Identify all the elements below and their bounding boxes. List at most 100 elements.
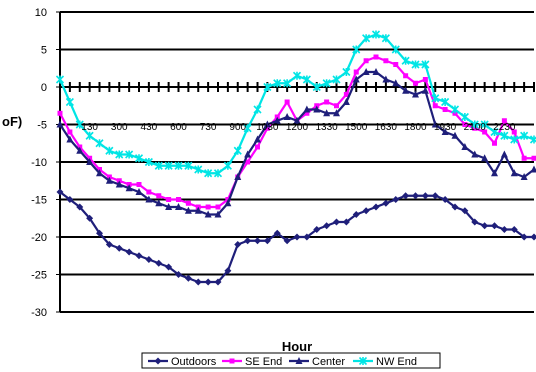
legend-item: SE End [222,356,282,368]
data-point [403,73,409,79]
data-point [105,241,113,248]
data-point [333,218,340,226]
data-point [471,218,479,226]
data-point [432,103,438,109]
x-tick-label: 300 [111,122,128,133]
data-point [184,206,192,214]
data-point [480,120,489,129]
data-point [303,105,311,113]
data-point [412,192,419,200]
data-point [529,135,536,144]
data-point [67,129,73,135]
data-point [105,146,114,155]
data-point [363,58,369,64]
y-tick-label: 5 [41,45,47,57]
data-point [382,199,390,207]
data-point [175,271,182,278]
series-lines [55,30,536,286]
data-point [421,192,429,200]
data-point [155,199,163,207]
data-point [481,154,489,162]
data-point [293,116,301,124]
series-outdoors [56,188,536,286]
data-point [324,99,330,105]
data-point [205,204,211,210]
data-point [461,143,469,150]
gridlines [60,11,534,313]
data-point [115,180,123,188]
data-point [412,90,419,98]
data-point [482,129,488,135]
data-point [156,193,162,199]
series-center [56,68,536,218]
data-point [115,244,123,252]
data-point [76,146,84,154]
data-point [492,140,497,146]
data-point [343,92,349,97]
data-point [273,116,281,124]
data-point [155,259,163,267]
data-point [233,146,242,155]
data-point [491,222,498,230]
data-point [334,103,339,109]
data-point [213,169,223,178]
data-point [441,196,449,203]
data-point [273,229,281,237]
data-point [194,278,202,286]
data-point [313,226,321,233]
data-point [234,173,242,180]
data-point [145,256,153,263]
x-axis-tick-marks [59,82,535,92]
x-tick-label: 600 [170,122,187,133]
x-tick-label: 2230 [493,122,516,133]
data-point [292,71,302,80]
x-tick-label: 1930 [434,122,457,133]
data-point [373,54,379,60]
data-point [531,155,536,161]
data-point [411,60,420,69]
data-point [511,129,517,135]
data-point [194,206,202,214]
data-point [303,233,311,241]
data-point [352,75,360,83]
data-point [255,144,260,150]
data-point [65,97,74,107]
legend: Outdoors SE End Center NW End [141,352,441,369]
data-point [421,86,429,94]
data-point [302,75,311,84]
data-point [391,45,400,54]
data-point [254,237,261,245]
data-point [332,75,341,84]
legend-item: Outdoors [148,356,217,368]
data-point [293,233,301,241]
data-point [154,161,163,170]
data-point [402,192,410,200]
x-tick-label: 1630 [375,122,398,133]
data-point [342,98,350,105]
data-point [471,150,479,158]
data-point [165,203,173,210]
data-point [451,203,459,211]
legend-label: Center [312,356,345,368]
data-point [135,188,143,195]
data-point [96,169,103,177]
data-point [441,128,449,135]
data-point [145,195,153,203]
data-point [352,211,360,218]
data-point [500,226,508,233]
data-point [214,210,222,218]
data-point [95,139,104,148]
data-point [442,107,448,112]
data-point [263,82,272,92]
data-point [481,222,489,230]
data-point [372,68,380,75]
data-point [431,192,439,200]
data-point [333,109,340,117]
data-point [421,60,430,69]
data-point [323,222,331,230]
data-point [312,82,321,92]
data-point [530,165,536,173]
data-point [254,135,261,143]
y-tick-label: -15 [31,195,47,207]
series-line [59,70,535,216]
